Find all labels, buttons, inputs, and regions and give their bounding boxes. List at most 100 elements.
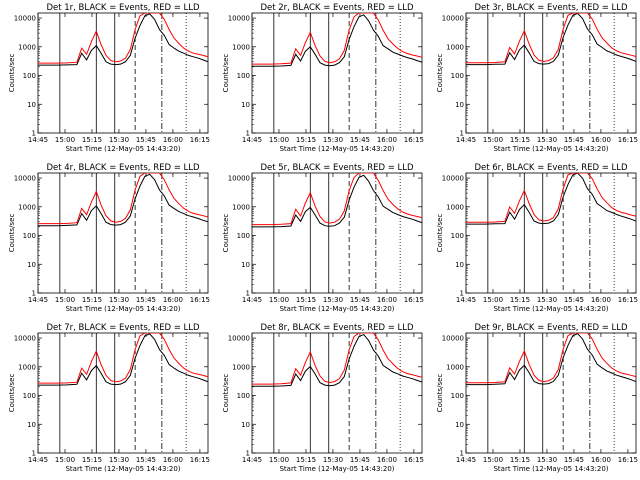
x-tick-label: 16:00 (377, 296, 397, 304)
x-tick-label: 15:00 (269, 456, 289, 464)
series-lld-line (466, 173, 636, 223)
x-tick-label: 15:45 (136, 456, 156, 464)
chart-title: Det 2r, BLACK = Events, RED = LLD (260, 3, 414, 13)
x-tick-label: 15:00 (483, 296, 503, 304)
y-tick-label: 1000 (18, 203, 36, 211)
series-events-line (466, 333, 636, 386)
x-tick-label: 16:15 (618, 456, 638, 464)
x-axis-label: Start Time (12-May-05 14:43:20) (493, 145, 608, 153)
y-axis-label: Counts/sec (436, 374, 444, 413)
x-axis-label: Start Time (12-May-05 14:43:20) (493, 305, 608, 313)
x-tick-label: 16:15 (190, 456, 210, 464)
x-tick-label: 14:45 (28, 136, 48, 144)
x-tick-label: 16:15 (404, 296, 424, 304)
x-tick-label: 15:30 (537, 456, 557, 464)
series-lld-line (38, 173, 208, 225)
x-tick-label: 16:00 (163, 456, 183, 464)
y-tick-label: 100 (451, 232, 464, 240)
chart-panel-4: Det 4r, BLACK = Events, RED = LLD 1 10 100 1… (8, 163, 210, 313)
plot-frame (465, 332, 637, 454)
y-tick-label: 1 (246, 450, 250, 458)
x-tick-label: 15:15 (296, 456, 316, 464)
x-tick-label: 15:45 (350, 296, 370, 304)
x-tick-label: 16:00 (591, 136, 611, 144)
x-tick-label: 14:45 (242, 456, 262, 464)
plot-frame (465, 172, 637, 294)
x-tick-label: 16:00 (377, 136, 397, 144)
x-tick-label: 15:30 (109, 456, 129, 464)
x-tick-label: 16:00 (591, 296, 611, 304)
y-tick-label: 10 (455, 421, 464, 429)
x-tick-label: 16:15 (404, 136, 424, 144)
x-tick-label: 15:30 (537, 296, 557, 304)
plot-frame (251, 12, 423, 134)
y-tick-label: 1000 (232, 43, 250, 51)
chart-title: Det 3r, BLACK = Events, RED = LLD (474, 3, 628, 13)
x-tick-label: 16:15 (190, 296, 210, 304)
y-tick-label: 100 (237, 232, 250, 240)
series-events-line (38, 173, 208, 227)
series-lld-line (252, 173, 422, 226)
y-tick-label: 10000 (228, 335, 250, 343)
chart-title: Det 4r, BLACK = Events, RED = LLD (46, 163, 200, 173)
x-tick-label: 16:00 (591, 456, 611, 464)
series-events-line (466, 173, 636, 225)
series-lld-line (252, 13, 422, 65)
y-tick-label: 1000 (232, 363, 250, 371)
y-tick-label: 10000 (442, 335, 464, 343)
x-tick-label: 15:00 (269, 136, 289, 144)
series-events-line (38, 13, 208, 66)
x-tick-label: 15:15 (296, 136, 316, 144)
x-tick-label: 15:00 (55, 136, 75, 144)
chart-panel-2: Det 2r, BLACK = Events, RED = LLD 1 10 100 1… (222, 3, 424, 153)
x-tick-label: 15:15 (296, 296, 316, 304)
y-axis-label: Counts/sec (436, 54, 444, 93)
chart-title: Det 5r, BLACK = Events, RED = LLD (260, 163, 414, 173)
x-tick-label: 15:45 (564, 456, 584, 464)
x-tick-label: 15:45 (350, 456, 370, 464)
x-tick-label: 15:45 (564, 136, 584, 144)
x-axis-label: Start Time (12-May-05 14:43:20) (493, 465, 608, 473)
x-axis-label: Start Time (12-May-05 14:43:20) (279, 465, 394, 473)
x-tick-label: 14:45 (456, 136, 476, 144)
plot-frame (251, 332, 423, 454)
chart-title: Det 1r, BLACK = Events, RED = LLD (46, 3, 200, 13)
y-tick-label: 10000 (442, 15, 464, 23)
y-tick-label: 10000 (14, 175, 36, 183)
x-tick-label: 15:30 (109, 136, 129, 144)
y-tick-label: 10 (241, 261, 250, 269)
chart-panel-3: Det 3r, BLACK = Events, RED = LLD 1 10 100 1… (436, 3, 638, 153)
y-tick-label: 10 (241, 421, 250, 429)
y-tick-label: 1 (32, 290, 36, 298)
series-events-line (466, 13, 636, 66)
y-axis-label: Counts/sec (8, 374, 16, 413)
chart-panel-1: Det 1r, BLACK = Events, RED = LLD 1 10 100 1… (8, 3, 210, 153)
x-tick-label: 15:30 (323, 296, 343, 304)
plot-frame (251, 172, 423, 294)
x-tick-label: 15:15 (510, 456, 530, 464)
x-tick-label: 14:45 (242, 136, 262, 144)
x-axis-label: Start Time (12-May-05 14:43:20) (279, 305, 394, 313)
x-tick-label: 15:15 (510, 296, 530, 304)
x-tick-label: 16:15 (190, 136, 210, 144)
y-tick-label: 1000 (446, 43, 464, 51)
chart-panel-7: Det 7r, BLACK = Events, RED = LLD 1 10 100 1… (8, 323, 210, 473)
y-tick-label: 10 (27, 101, 36, 109)
y-tick-label: 100 (237, 392, 250, 400)
y-tick-label: 10000 (228, 175, 250, 183)
y-tick-label: 10 (27, 421, 36, 429)
y-tick-label: 10000 (14, 335, 36, 343)
x-tick-label: 15:30 (109, 296, 129, 304)
x-tick-label: 15:15 (510, 136, 530, 144)
x-tick-label: 15:00 (269, 296, 289, 304)
y-tick-label: 100 (23, 232, 36, 240)
y-tick-label: 1000 (446, 363, 464, 371)
x-tick-label: 14:45 (28, 296, 48, 304)
x-tick-label: 15:00 (55, 296, 75, 304)
x-tick-label: 15:30 (323, 456, 343, 464)
x-tick-label: 15:45 (136, 296, 156, 304)
y-tick-label: 10 (241, 101, 250, 109)
chart-panel-6: Det 6r, BLACK = Events, RED = LLD 1 10 100 1… (436, 163, 638, 313)
x-tick-label: 15:45 (136, 136, 156, 144)
